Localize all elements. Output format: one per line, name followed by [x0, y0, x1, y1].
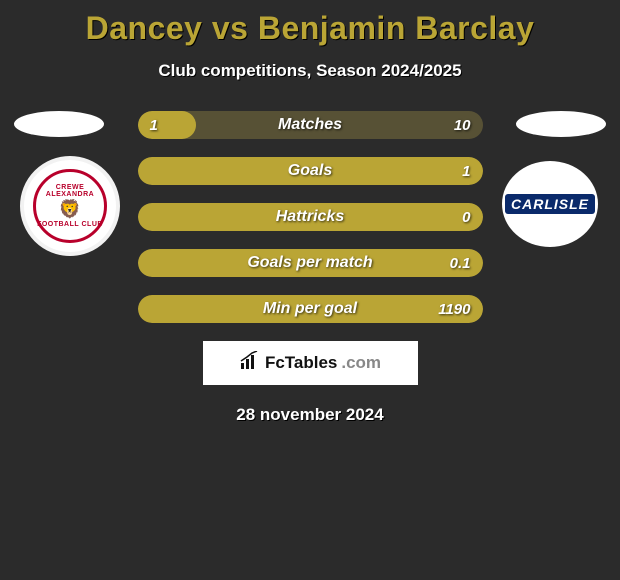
club-badge-left-bottom: FOOTBALL CLUB: [37, 221, 103, 228]
content-area: CREWE ALEXANDRA 🦁 FOOTBALL CLUB CARLISLE…: [0, 111, 620, 425]
club-badge-left-top: CREWE ALEXANDRA: [36, 184, 104, 198]
stat-row-hattricks: Hattricks 0: [138, 203, 483, 231]
page-title: Dancey vs Benjamin Barclay: [0, 0, 620, 47]
stat-row-goals-per-match: Goals per match 0.1: [138, 249, 483, 277]
source-logo: FcTables.com: [239, 351, 381, 376]
club-badge-left[interactable]: CREWE ALEXANDRA 🦁 FOOTBALL CLUB: [20, 156, 120, 256]
stat-label: Goals per match: [138, 249, 483, 277]
stat-value-right: 1: [462, 157, 470, 185]
stat-row-min-per-goal: Min per goal 1190: [138, 295, 483, 323]
stat-label: Hattricks: [138, 203, 483, 231]
season-subtitle: Club competitions, Season 2024/2025: [0, 61, 620, 81]
stat-value-right: 0.1: [450, 249, 471, 277]
chart-icon: [239, 351, 261, 376]
club-badge-right-label: CARLISLE: [505, 194, 595, 214]
nav-prev-button[interactable]: [14, 111, 104, 137]
source-attribution[interactable]: FcTables.com: [203, 341, 418, 385]
stat-value-right: 10: [454, 111, 471, 139]
nav-next-button[interactable]: [516, 111, 606, 137]
stat-value-right: 0: [462, 203, 470, 231]
source-name: FcTables: [265, 353, 337, 373]
stat-label: Goals: [138, 157, 483, 185]
stats-bars: 1 Matches 10 Goals 1 Hattricks 0 Goals p…: [138, 111, 483, 323]
club-badge-left-inner: CREWE ALEXANDRA 🦁 FOOTBALL CLUB: [33, 169, 107, 243]
stat-row-goals: Goals 1: [138, 157, 483, 185]
footer-date: 28 november 2024: [0, 405, 620, 425]
comparison-card: Dancey vs Benjamin Barclay Club competit…: [0, 0, 620, 580]
stat-value-right: 1190: [438, 295, 470, 323]
stat-label: Min per goal: [138, 295, 483, 323]
club-badge-right[interactable]: CARLISLE: [502, 161, 598, 247]
club-badge-left-emblem: 🦁: [59, 199, 81, 220]
stat-label: Matches: [138, 111, 483, 139]
source-domain: .com: [341, 353, 381, 373]
stat-row-matches: 1 Matches 10: [138, 111, 483, 139]
